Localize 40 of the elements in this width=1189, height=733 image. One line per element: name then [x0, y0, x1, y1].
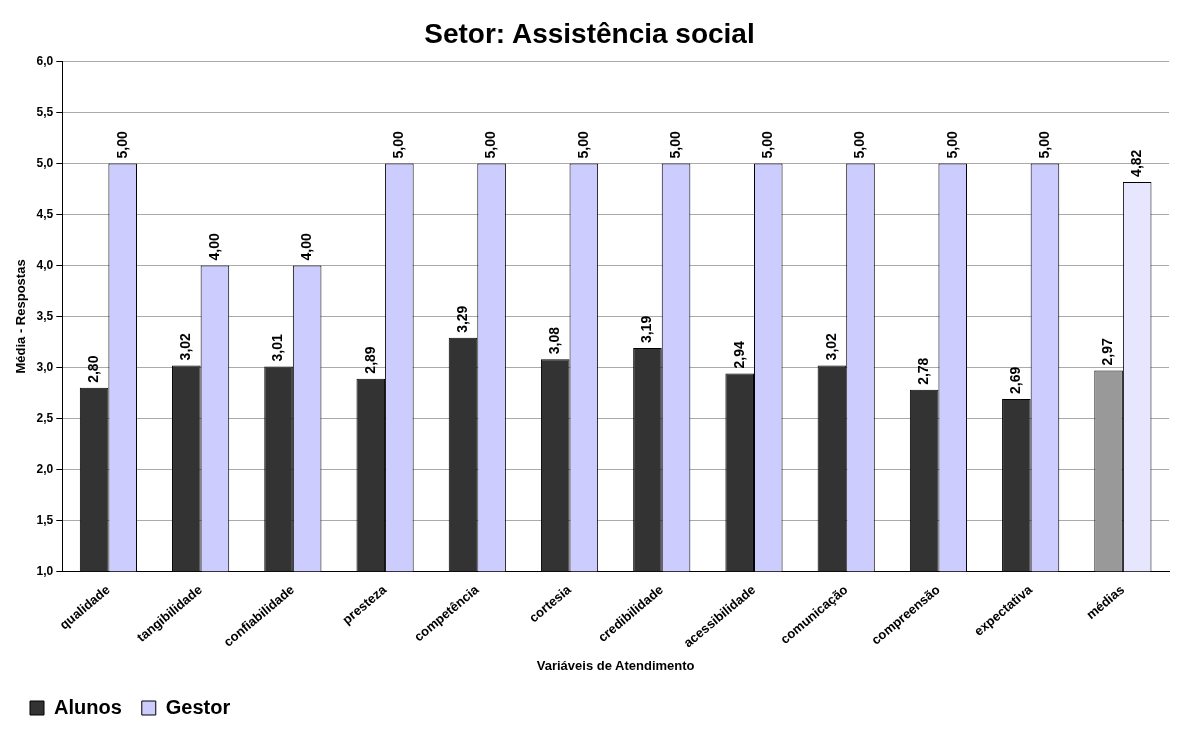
y-tick-label: 1,0: [36, 563, 54, 578]
data-label: 5,00: [666, 131, 683, 159]
data-label: 2,97: [1099, 338, 1116, 366]
data-label: 5,00: [851, 131, 868, 159]
data-label: 5,00: [759, 131, 776, 159]
y-tick-label: 4,5: [36, 206, 54, 221]
data-label: 3,19: [638, 315, 655, 344]
data-label: 3,29: [453, 305, 470, 333]
y-tick-label: 2,5: [36, 410, 54, 425]
y-tick-label: 4,0: [36, 257, 54, 272]
y-tick-label: 5,0: [36, 155, 54, 170]
data-label: 5,00: [482, 131, 499, 159]
data-label: 4,00: [298, 233, 314, 261]
legend-label: Gestor: [165, 695, 231, 718]
data-label: 2,69: [1007, 366, 1024, 395]
data-label: 2,89: [361, 346, 378, 374]
data-label: 2,80: [84, 355, 101, 383]
data-label: 2,94: [730, 341, 747, 369]
y-tick-label: 3,0: [36, 359, 54, 374]
data-label: 5,00: [390, 131, 407, 159]
x-axis-title: Variáveis de Atendimento: [536, 657, 695, 673]
chart-title: Setor: Assistência social: [424, 17, 755, 49]
data-label: 5,00: [1035, 131, 1052, 159]
data-label: 3,02: [822, 332, 839, 361]
y-tick-label: 1,5: [36, 512, 54, 527]
y-tick-label: 3,5: [36, 308, 54, 323]
data-label: 4,82: [1128, 149, 1145, 177]
data-label: 4,00: [205, 233, 222, 261]
legend-label: Alunos: [54, 695, 122, 718]
data-label: 2,78: [915, 357, 931, 385]
data-label: 5,00: [113, 131, 130, 159]
y-tick-label: 6,0: [36, 53, 54, 68]
data-label: 5,00: [943, 131, 960, 159]
data-label: 3,01: [269, 333, 286, 362]
y-axis-title: Média - Respostas: [13, 259, 29, 374]
y-tick-label: 5,5: [36, 104, 54, 119]
y-tick-label: 2,0: [36, 461, 54, 476]
data-label: 3,02: [177, 332, 194, 361]
data-label: 5,00: [574, 131, 591, 159]
data-label: 3,08: [546, 326, 563, 355]
